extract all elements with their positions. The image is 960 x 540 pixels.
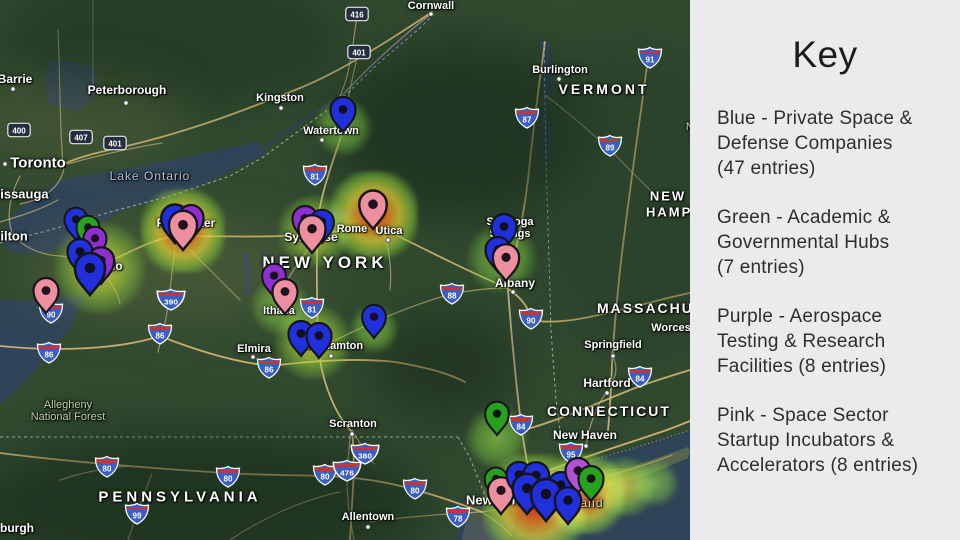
map-pin-pink[interactable] <box>491 243 521 283</box>
interstate-shield-390: 390 <box>156 288 186 311</box>
key-title: Key <box>792 34 858 75</box>
town-dot <box>583 443 589 449</box>
svg-text:84: 84 <box>636 375 645 384</box>
interstate-shield-91: 91 <box>637 46 663 69</box>
map-pin-pink[interactable] <box>32 276 60 315</box>
key-entry-green: Green - Academic & Governmental Hubs (7 … <box>717 207 891 278</box>
town-dot <box>319 137 325 143</box>
ontario-shield-400: 400 <box>7 122 31 138</box>
town-dot <box>556 76 562 82</box>
svg-text:91: 91 <box>646 56 655 65</box>
map-pin-blue[interactable] <box>329 95 357 134</box>
svg-text:90: 90 <box>527 317 536 326</box>
interstate-shield-99: 99 <box>124 502 150 525</box>
interstate-shield-87: 87 <box>514 106 540 129</box>
interstate-shield-80: 80 <box>402 477 428 500</box>
interstate-shield-78: 78 <box>445 505 471 528</box>
svg-text:401: 401 <box>352 49 366 58</box>
town-dot <box>123 100 129 106</box>
svg-text:80: 80 <box>224 475 233 484</box>
interstate-shield-476: 476 <box>332 459 362 482</box>
interstate-shield-89: 89 <box>597 134 623 157</box>
map-pin-blue[interactable] <box>553 486 583 526</box>
svg-text:86: 86 <box>265 366 274 375</box>
svg-text:81: 81 <box>308 306 317 315</box>
svg-text:86: 86 <box>45 351 54 360</box>
key-entries: Blue - Private Space & Defense Companies… <box>690 106 960 478</box>
interstate-shield-86: 86 <box>256 356 282 379</box>
ontario-shield-401: 401 <box>103 135 127 151</box>
interstate-shield-80: 80 <box>94 455 120 478</box>
interstate-shield-80: 80 <box>312 463 338 486</box>
key-entry-purple: Purple - Aerospace Testing & Research Fa… <box>717 306 887 377</box>
map-pin-pink[interactable] <box>358 189 388 231</box>
interstate-shield-380: 380 <box>350 442 380 465</box>
svg-text:81: 81 <box>311 173 320 182</box>
town-dot <box>510 289 516 295</box>
ontario-shield-416: 416 <box>345 6 369 22</box>
interstate-shield-88: 88 <box>439 282 465 305</box>
svg-text:400: 400 <box>12 127 26 136</box>
ontario-shield-401: 401 <box>347 44 371 60</box>
town-dot <box>610 353 616 359</box>
svg-text:407: 407 <box>74 134 88 143</box>
lake-simcoe <box>44 58 100 112</box>
svg-text:99: 99 <box>133 512 142 521</box>
map-pin-pink[interactable] <box>297 214 327 255</box>
svg-text:80: 80 <box>103 465 112 474</box>
interstate-shield-81: 81 <box>302 163 328 186</box>
town-dot <box>385 237 391 243</box>
map-pin-pink[interactable] <box>271 277 299 316</box>
town-dot <box>10 86 16 92</box>
svg-text:80: 80 <box>411 487 420 496</box>
town-dot <box>278 105 284 111</box>
interstate-shield-86: 86 <box>36 341 62 364</box>
svg-text:416: 416 <box>350 11 364 20</box>
key-entry-blue: Blue - Private Space & Defense Companies… <box>717 108 913 179</box>
interstate-shield-84: 84 <box>627 365 653 388</box>
svg-text:401: 401 <box>108 140 122 149</box>
svg-text:390: 390 <box>164 298 178 306</box>
map-pin-green[interactable] <box>577 464 605 503</box>
map-pin-pink[interactable] <box>167 209 199 253</box>
svg-text:87: 87 <box>523 116 532 125</box>
svg-text:88: 88 <box>448 292 457 301</box>
interstate-shield-80: 80 <box>215 465 241 488</box>
svg-text:84: 84 <box>517 423 526 432</box>
interstate-shield-90: 90 <box>518 307 544 330</box>
svg-text:380: 380 <box>358 452 372 460</box>
town-dot <box>349 431 355 437</box>
ontario-shield-407: 407 <box>69 129 93 145</box>
svg-text:476: 476 <box>340 469 354 477</box>
town-dot <box>428 11 434 17</box>
svg-text:90: 90 <box>47 311 56 320</box>
svg-text:89: 89 <box>606 144 615 153</box>
finger-lake <box>243 252 252 296</box>
svg-text:86: 86 <box>156 332 165 341</box>
map-pin-green[interactable] <box>484 400 510 437</box>
svg-text:78: 78 <box>454 515 463 524</box>
key-entry-pink: Pink - Space Sector Startup Incubators &… <box>717 405 919 476</box>
town-dot <box>328 353 334 359</box>
town-dot <box>365 524 371 530</box>
interstate-shield-81: 81 <box>299 296 325 319</box>
key-panel: Key Blue - Private Space & Defense Compa… <box>690 0 960 540</box>
interstate-shield-84: 84 <box>508 413 534 436</box>
interstate-shield-86: 86 <box>147 322 173 345</box>
town-dot <box>2 161 8 167</box>
map-pin-blue[interactable] <box>305 321 333 360</box>
map-pin-blue[interactable] <box>73 251 107 298</box>
town-dot <box>250 354 256 360</box>
town-dot <box>604 390 610 396</box>
map-pin-blue[interactable] <box>361 303 387 340</box>
svg-text:80: 80 <box>321 473 330 482</box>
map[interactable]: NEW YORK VERMONT PENNSYLVANIA CONNECTICUT MA… <box>0 0 690 540</box>
